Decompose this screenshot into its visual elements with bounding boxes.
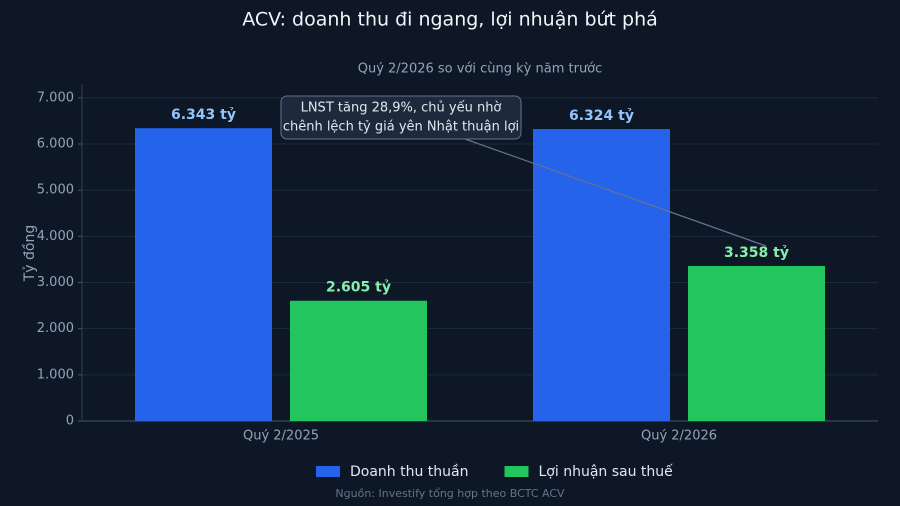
legend-label: Doanh thu thuần: [350, 464, 469, 480]
source-note: Nguồn: Investify tổng hợp theo BCTC ACV: [335, 487, 565, 500]
bar: [290, 300, 427, 421]
annotation-box: [280, 95, 522, 140]
y-tick-label: 6.000: [37, 137, 74, 152]
legend-swatch: [504, 466, 529, 477]
value-label: 2.605 tỷ: [326, 280, 391, 296]
y-tick-label: 1.000: [37, 367, 74, 382]
x-tick-label: Quý 2/2025: [243, 429, 319, 444]
bar: [688, 265, 825, 421]
y-tick-label: 4.000: [37, 229, 74, 244]
legend-label: Lợi nhuận sau thuế: [539, 463, 674, 480]
y-tick-label: 2.000: [37, 321, 74, 336]
y-tick-label: 5.000: [37, 183, 74, 198]
chart-title: ACV: doanh thu đi ngang, lợi nhuận bứt p…: [242, 9, 658, 31]
y-tick-label: 7.000: [37, 90, 74, 105]
bar: [135, 128, 272, 421]
value-label: 6.343 tỷ: [171, 107, 236, 123]
value-label: 6.324 tỷ: [569, 108, 634, 124]
annotation-text: LNST tăng 28,9%, chủ yếu nhờ: [301, 101, 502, 116]
y-axis-label: Tỷ đồng: [21, 225, 38, 283]
value-label: 3.358 tỷ: [724, 245, 789, 261]
annotation-text: chênh lệch tỷ giá yên Nhật thuận lợi: [283, 120, 519, 135]
legend-swatch: [316, 466, 340, 477]
chart-subtitle: Quý 2/2026 so với cùng kỳ năm trước: [358, 62, 603, 77]
annotation-arrow: [464, 138, 767, 247]
y-tick-label: 3.000: [37, 275, 74, 290]
y-tick-label: 0: [66, 414, 74, 429]
bar: [533, 129, 670, 421]
x-tick-label: Quý 2/2026: [641, 429, 717, 444]
